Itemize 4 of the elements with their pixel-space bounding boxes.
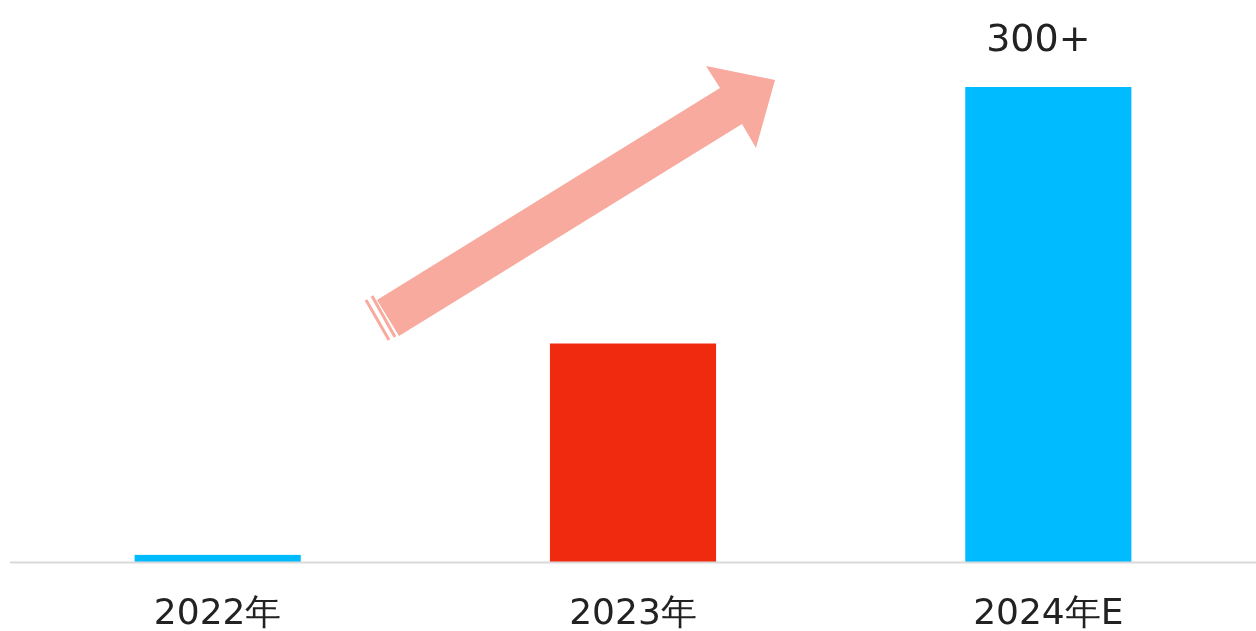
data-label: 300+ [986, 16, 1091, 60]
x-tick-label: 2023年 [569, 591, 697, 631]
x-tick-label: 2022年 [153, 591, 282, 631]
x-tick-label: 2024年E [973, 591, 1124, 631]
